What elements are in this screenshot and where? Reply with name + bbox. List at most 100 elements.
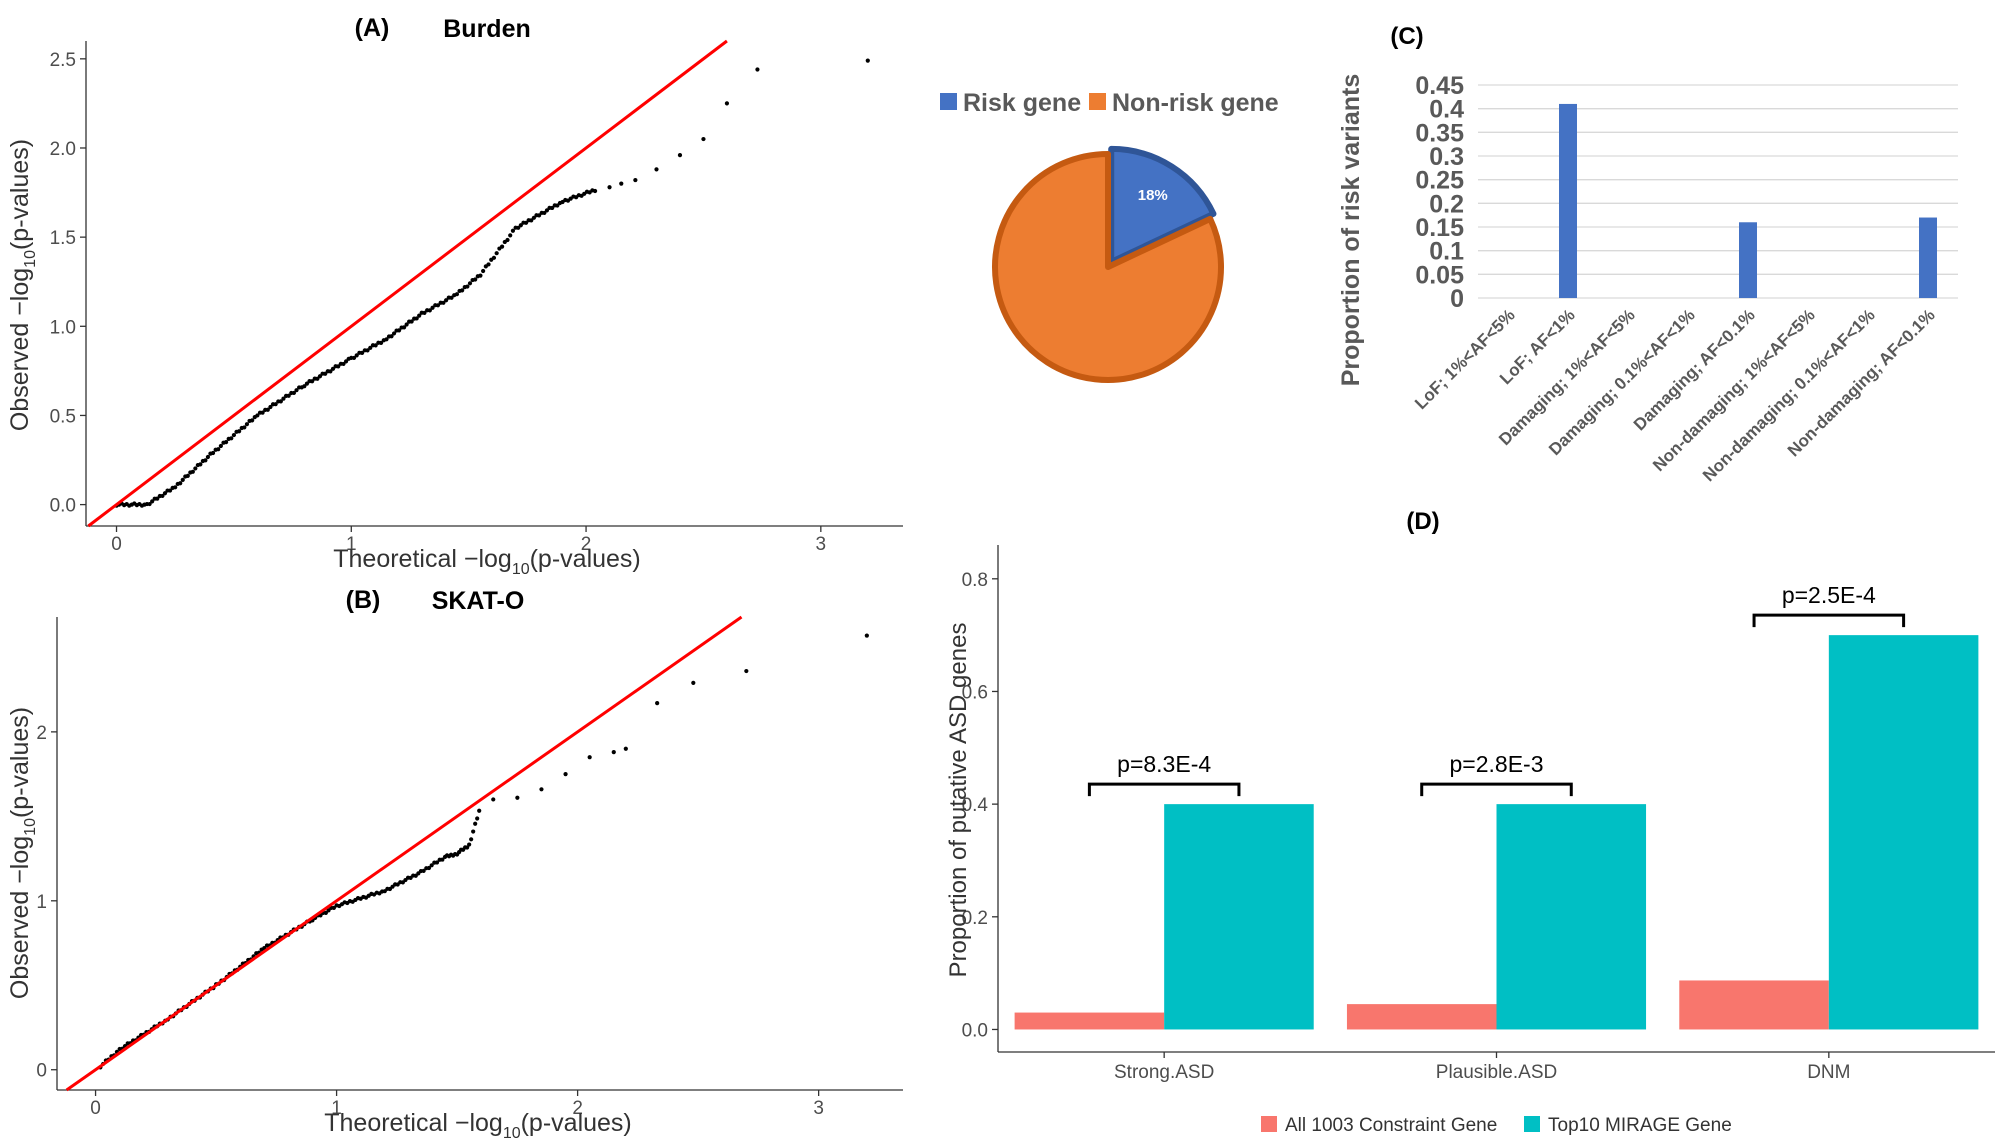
panel-d-y-tick-label: 0.8 xyxy=(962,570,988,591)
panel-a-data-point xyxy=(378,340,384,345)
panel-a-y-tick-label: 2.5 xyxy=(50,50,76,71)
panel-a-data-point xyxy=(360,350,365,355)
panel-a-data-point xyxy=(244,422,250,427)
pie-label-non-risk-gene: 82% xyxy=(1055,383,1085,400)
panel-a-data-point xyxy=(255,413,260,418)
legend-swatch-top10-mirage-gene xyxy=(1524,1116,1540,1132)
panel-c-risk-variant-bar-chart: (C) 00.050.10.150.20.250.30.350.40.45 LoF… xyxy=(1337,23,1958,485)
panel-d-significance-bracket xyxy=(1420,782,1573,797)
legend-swatch-non-risk-gene xyxy=(1089,93,1106,110)
panel-a-data-point xyxy=(180,477,185,482)
panel-a-data-point xyxy=(402,325,407,330)
panel-a-data-point xyxy=(167,488,173,493)
panel-b-title: SKAT-O xyxy=(432,587,525,615)
panel-a-data-point xyxy=(531,215,536,220)
panel-b-data-point xyxy=(864,633,869,638)
panel-a-data-point xyxy=(323,371,328,376)
panel-b-data-point xyxy=(587,755,592,760)
panel-d-label: (D) xyxy=(1406,508,1439,535)
panel-b-data-point xyxy=(563,772,568,777)
panel-a-plot-area: 0 1 2 3 0.0 0.5 1.0 1.5 2.0 2.5 xyxy=(50,39,903,555)
panel-b-label: (B) xyxy=(346,586,381,614)
panel-a-data-point xyxy=(544,208,550,213)
panel-a-data-point xyxy=(155,496,160,501)
panel-d-x-tick-label: Strong.ASD xyxy=(1114,1062,1214,1083)
panel-c-bar-damaging-af-0-1 xyxy=(1739,222,1757,298)
panel-a-data-point xyxy=(510,228,516,233)
panel-d-p-value-annotation: p=2.8E-3 xyxy=(1450,751,1544,777)
legend-swatch-risk-gene xyxy=(940,93,957,110)
panel-a-data-point xyxy=(268,404,273,410)
panel-a-data-point xyxy=(237,429,242,434)
panel-b-skato-qq-plot: (B) SKAT-O 0 1 2 3 0 1 2 Theoretical −log10(p-… xyxy=(6,586,903,1139)
legend-label-non-risk-gene: Non-risk gene xyxy=(1112,89,1279,117)
panel-d-y-tick-label: 0.0 xyxy=(962,1020,988,1041)
panel-b-data-point xyxy=(491,797,496,802)
panel-b-data-point xyxy=(475,816,480,821)
panel-a-data-point xyxy=(310,379,315,384)
panel-b-data-point xyxy=(611,750,616,755)
panel-b-data-point xyxy=(691,680,696,685)
panel-d-x-tick-label: Plausible.ASD xyxy=(1436,1062,1557,1083)
panel-a-data-point xyxy=(216,447,221,452)
panel-a-data-point xyxy=(435,303,441,308)
panel-b-plot-area: 0 1 2 3 0 1 2 xyxy=(36,615,903,1119)
panel-c-y-tick-label: 0.1 xyxy=(1429,238,1464,266)
panel-d-y-tick-label: 0.4 xyxy=(962,795,989,816)
panel-a-y-tick-label: 0.0 xyxy=(50,496,76,517)
panel-d-significance-bracket xyxy=(1087,782,1241,797)
panel-d-bar-all-1003-constraint-gene-plausible-asd xyxy=(1346,1004,1497,1030)
panel-b-data-point xyxy=(655,701,660,706)
panel-c-label: (C) xyxy=(1390,23,1423,50)
panel-a-data-point xyxy=(619,181,624,186)
panel-a-data-point xyxy=(147,501,152,507)
panel-a-data-point xyxy=(607,185,612,190)
panel-c-y-tick-label: 0.4 xyxy=(1429,96,1464,124)
panel-a-title: Burden xyxy=(443,15,531,43)
panel-a-data-point xyxy=(396,328,402,333)
panel-a-data-point xyxy=(294,388,299,393)
panel-b-data-point xyxy=(515,795,520,800)
panel-a-data-point xyxy=(427,308,432,313)
pie-slice-risk-gene xyxy=(1108,145,1217,265)
panel-a-data-point xyxy=(203,458,208,463)
pie-chart-panel: Risk gene Non-risk gene 18% 82% xyxy=(940,89,1279,400)
panel-c-y-tick-label: 0.35 xyxy=(1415,119,1464,147)
panel-d-significance-bracket xyxy=(1752,613,1906,628)
panel-a-data-point xyxy=(291,390,297,396)
panel-b-x-axis-title: Theoretical −log10(p-values) xyxy=(324,1109,632,1139)
panel-b-data-point xyxy=(331,905,337,910)
panel-b-data-point xyxy=(434,860,440,865)
panel-a-x-tick-label: 1 xyxy=(346,534,357,555)
panel-d-bar-all-1003-constraint-gene-strong-asd xyxy=(1014,1012,1165,1030)
panel-a-data-point xyxy=(302,384,307,389)
panel-a-data-point xyxy=(516,225,521,230)
panel-c-y-tick-label: 0.2 xyxy=(1429,190,1464,218)
panel-a-data-point xyxy=(218,443,223,449)
panel-a-data-point xyxy=(441,300,446,305)
panel-a-data-point xyxy=(444,298,449,303)
panel-b-data-point xyxy=(469,837,474,842)
panel-a-data-point xyxy=(336,364,341,369)
panel-a-data-point xyxy=(328,369,333,374)
panel-b-y-tick-label: 1 xyxy=(36,892,47,913)
panel-a-data-point xyxy=(592,188,598,194)
panel-a-data-point xyxy=(481,268,486,274)
panel-a-data-point xyxy=(229,436,234,441)
panel-a-data-point xyxy=(550,205,555,211)
panel-d-y-tick-label: 0.2 xyxy=(962,908,988,929)
panel-a-y-axis-title: Observed −log10(p-values) xyxy=(6,139,39,431)
panel-d-p-value-annotation: p=2.5E-4 xyxy=(1782,582,1876,608)
panel-a-data-point xyxy=(555,203,560,208)
panel-b-data-point xyxy=(477,808,482,813)
panel-a-x-tick-label: 2 xyxy=(581,534,592,555)
panel-a-data-point xyxy=(150,499,155,504)
panel-a-data-point xyxy=(389,334,394,339)
panel-c-plot-area: 00.050.10.150.20.250.30.350.40.45 LoF; 1%… xyxy=(1411,72,1958,485)
panel-a-data-point xyxy=(460,288,465,293)
panel-d-bar-top10-mirage-gene-dnm xyxy=(1828,635,1979,1030)
panel-a-data-point xyxy=(193,466,198,471)
panel-a-data-point xyxy=(542,210,547,216)
panel-d-p-value-annotation: p=8.3E-4 xyxy=(1117,751,1211,777)
panel-c-x-tick-label: LoF; 1%<AF<5% xyxy=(1411,305,1519,413)
